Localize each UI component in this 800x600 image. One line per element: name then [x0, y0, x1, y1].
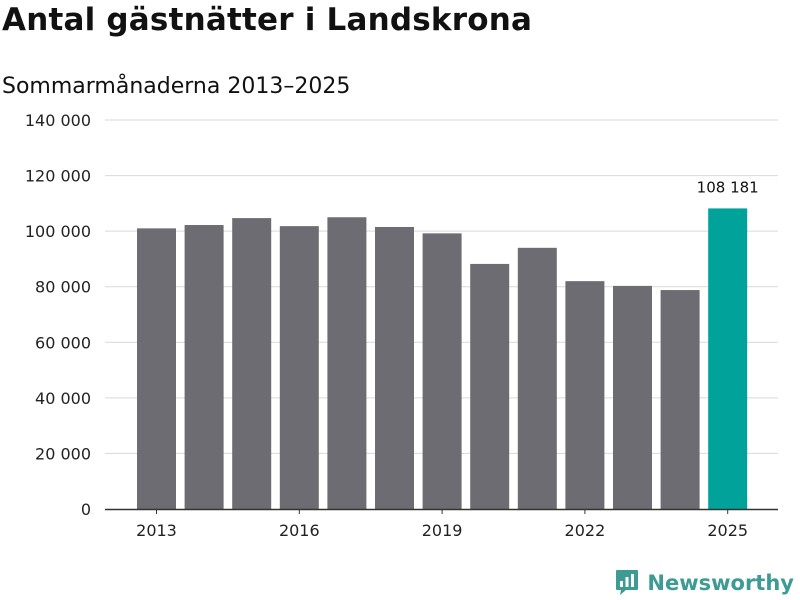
- axes: [105, 508, 778, 514]
- bar: [327, 217, 367, 509]
- bar: [565, 281, 605, 509]
- brand-name: Newsworthy: [647, 570, 794, 595]
- bars: [137, 208, 748, 510]
- y-tick-label: 40 000: [35, 389, 91, 408]
- bar: [470, 263, 510, 509]
- bar: [279, 226, 319, 510]
- y-tick-label: 120 000: [25, 167, 91, 186]
- chart-subtitle: Sommarmånaderna 2013–2025: [2, 74, 351, 99]
- y-tick-label: 20 000: [35, 444, 91, 463]
- newsworthy-logo-icon: [616, 570, 639, 595]
- x-tick-label: 2025: [707, 521, 748, 540]
- bar: [422, 233, 462, 509]
- y-tick-label: 80 000: [35, 278, 91, 297]
- x-tick-label: 2019: [422, 521, 463, 540]
- bar: [232, 218, 272, 510]
- labels: 0 20 000 40 000 60 000 80 000 100 000 120 000 1…: [25, 111, 759, 540]
- bar: [613, 285, 652, 509]
- y-tick-label: 100 000: [25, 222, 91, 241]
- chart-title: Antal gästnätter i Landskrona: [2, 2, 533, 38]
- y-tick-label: 60 000: [35, 333, 91, 352]
- y-tick-label: 140 000: [25, 111, 91, 130]
- x-tick-label: 2013: [136, 521, 177, 540]
- bar: [184, 225, 224, 509]
- bar-highlight: [708, 208, 748, 509]
- bar: [660, 290, 700, 509]
- newsworthy-brand: Newsworthy: [615, 569, 794, 596]
- y-tick-label: 0: [81, 500, 91, 519]
- x-tick-label: 2022: [565, 521, 606, 540]
- data-label: 108 181: [697, 178, 759, 196]
- bar: [137, 228, 176, 509]
- x-tick-label: 2016: [279, 521, 320, 540]
- bar: [375, 226, 414, 509]
- bar: [517, 247, 557, 510]
